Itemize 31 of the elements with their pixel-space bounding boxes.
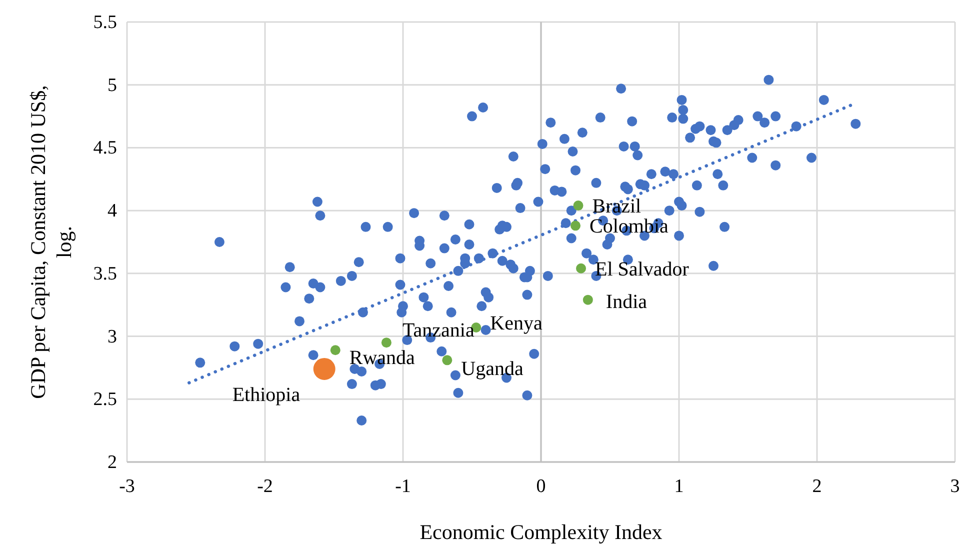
- y-tick-label: 3: [108, 326, 117, 348]
- point: [582, 294, 593, 305]
- y-tick-label: 3.5: [93, 263, 117, 284]
- x-tick-label: 3: [950, 476, 960, 497]
- y-tick-label: 2: [108, 452, 117, 473]
- annotation: India: [606, 290, 648, 313]
- point: [573, 200, 584, 211]
- y-tick-label: 4: [108, 200, 118, 222]
- annotation: El Salvador: [595, 258, 690, 280]
- x-tick-label: -3: [119, 476, 135, 497]
- point: [330, 345, 340, 356]
- point: [381, 338, 392, 348]
- x-tick-label: -1: [395, 476, 411, 497]
- annotation: Rwanda: [349, 347, 416, 370]
- y-tick-label: 5.5: [93, 12, 117, 33]
- point: [570, 220, 580, 231]
- x-axis-title: Economic Complexity Index: [420, 520, 663, 544]
- annotation: Tanzania: [402, 320, 474, 342]
- y-axis-title: GDP per Capita, Constant 2010 US$, log.: [26, 85, 76, 399]
- point: [576, 263, 586, 274]
- x-tick-label: 1: [674, 476, 684, 497]
- y-tick-label: 2.5: [93, 389, 117, 410]
- annotation: Uganda: [461, 358, 524, 380]
- x-tick-label: 2: [812, 476, 822, 497]
- x-tick-label: -2: [257, 476, 273, 497]
- annotation: Kenya: [490, 312, 542, 334]
- point: [442, 355, 452, 366]
- x-tick-label: 0: [536, 476, 546, 497]
- y-tick-label: 4.5: [93, 138, 117, 159]
- y-tick-label: 5: [108, 74, 117, 96]
- annotation: Ethiopia: [232, 384, 300, 406]
